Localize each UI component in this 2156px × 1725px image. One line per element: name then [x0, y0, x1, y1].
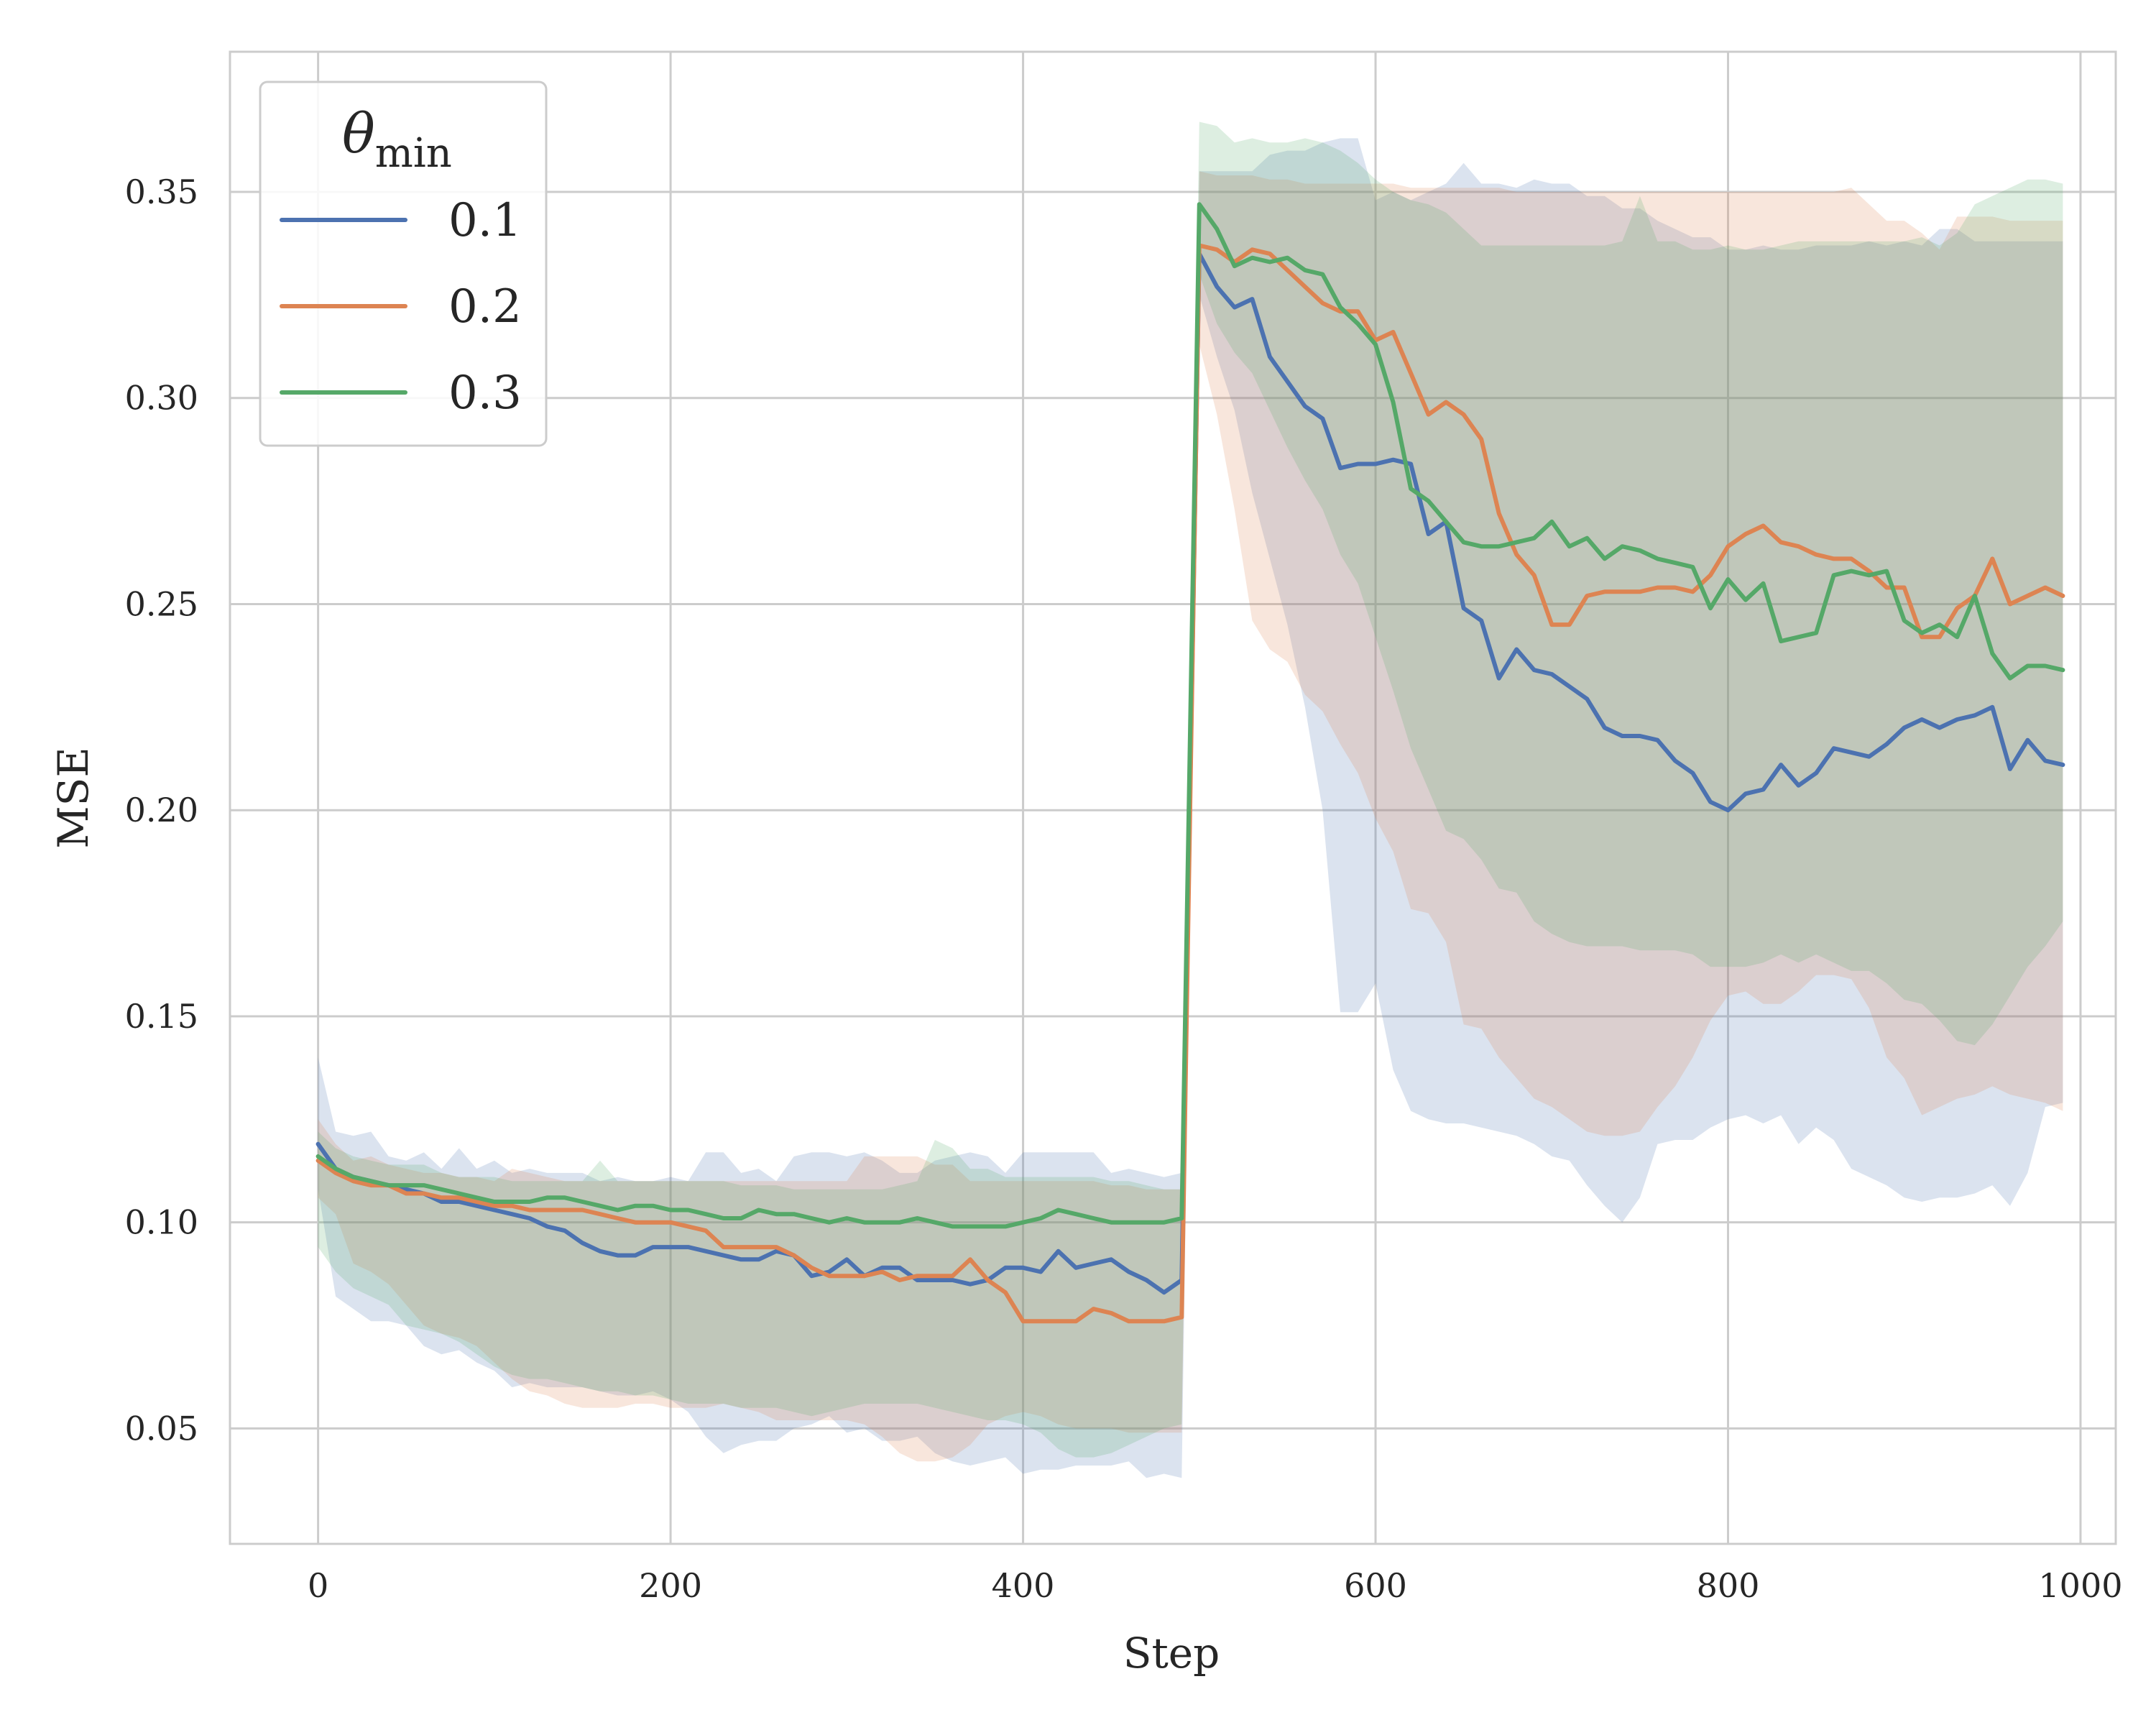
y-axis-label: MSE — [49, 747, 98, 848]
y-tick-label: 0.10 — [125, 1203, 198, 1242]
legend-title-symbol: θ — [342, 101, 375, 165]
x-tick-label: 0 — [308, 1566, 328, 1605]
x-axis-label: Step — [1123, 1629, 1220, 1678]
legend-label-0.3: 0.3 — [448, 367, 522, 420]
legend: θmin 0.1 0.2 0.3 — [260, 82, 546, 446]
y-tick-label: 0.15 — [125, 997, 198, 1036]
x-tick-label: 600 — [1344, 1566, 1407, 1605]
y-tick-label: 0.35 — [125, 172, 198, 211]
x-tick-label: 1000 — [2038, 1566, 2122, 1605]
y-tick-label: 0.05 — [125, 1409, 198, 1448]
y-tick-labels: 0.05 0.10 0.15 0.20 0.25 0.30 0.35 — [125, 172, 198, 1448]
y-tick-label: 0.20 — [125, 791, 198, 829]
legend-title-subscript: min — [375, 130, 452, 177]
legend-label-0.1: 0.1 — [448, 194, 522, 247]
x-tick-label: 800 — [1697, 1566, 1760, 1605]
x-tick-label: 200 — [639, 1566, 702, 1605]
y-tick-label: 0.25 — [125, 584, 198, 623]
y-tick-label: 0.30 — [125, 379, 198, 418]
legend-label-0.2: 0.2 — [448, 280, 522, 334]
x-tick-label: 400 — [992, 1566, 1055, 1605]
x-tick-labels: 0 200 400 600 800 1000 — [308, 1566, 2123, 1605]
